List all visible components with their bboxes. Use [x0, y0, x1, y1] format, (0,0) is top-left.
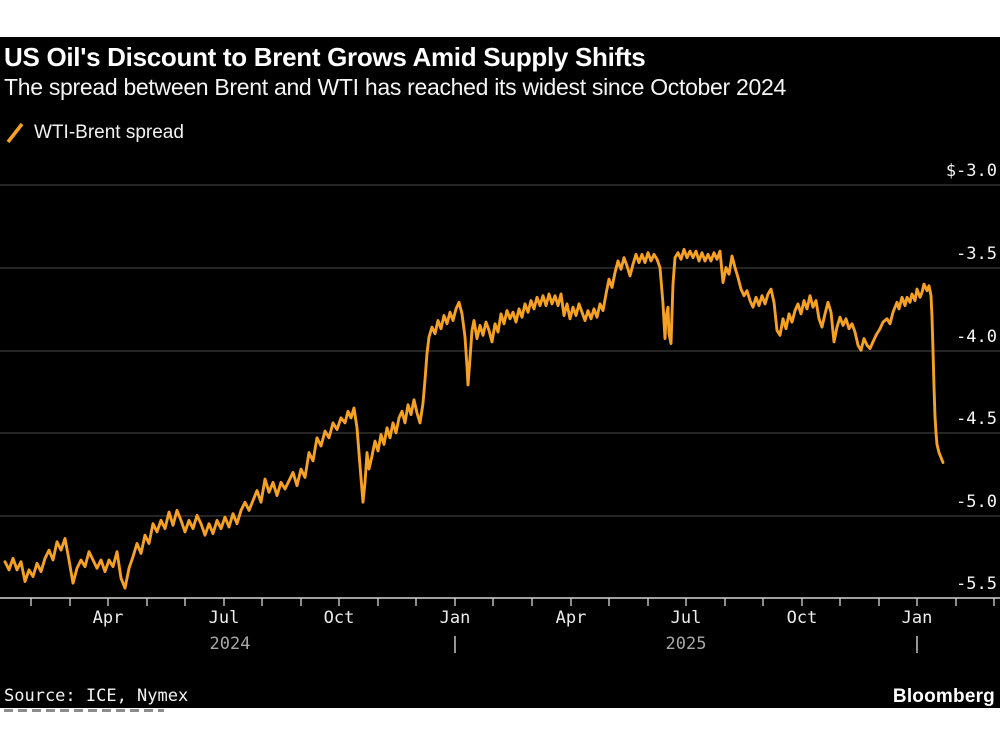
y-axis-label: $-3.0 [945, 161, 997, 181]
year-divider: | [911, 634, 923, 654]
x-axis-month-label: Oct [323, 608, 355, 628]
bloomberg-logo: Bloomberg [892, 686, 995, 707]
x-axis-month-label: Apr [92, 608, 124, 628]
year-divider: | [449, 634, 461, 654]
y-axis-label: -5.5 [956, 574, 997, 594]
legend-slash-icon [6, 122, 24, 144]
legend: WTI-Brent spread [5, 121, 184, 145]
x-axis-year-label: 2025 [665, 634, 707, 654]
x-axis-month-label: Oct [786, 608, 818, 628]
x-axis-month-label: Jul [208, 608, 240, 628]
chart-panel [0, 37, 1000, 708]
spread-line [3, 247, 945, 590]
page-title: US Oil's Discount to Brent Grows Amid Su… [4, 42, 646, 72]
cropped-text-artifact [4, 709, 164, 712]
y-axis-label: -5.0 [956, 492, 997, 512]
x-axis-month-label: Jan [901, 608, 933, 628]
y-axis-label: -3.5 [956, 244, 997, 264]
page-subtitle: The spread between Brent and WTI has rea… [4, 74, 786, 100]
x-axis-month-label: Jul [670, 608, 702, 628]
x-axis-month-label: Jan [439, 608, 471, 628]
legend-label: WTI-Brent spread [34, 122, 184, 143]
x-axis-month-label: Apr [555, 608, 587, 628]
x-axis-year-label: 2024 [209, 634, 251, 654]
y-axis-label: -4.5 [956, 409, 997, 429]
source-note: Source: ICE, Nymex [4, 686, 189, 706]
y-axis-label: -4.0 [956, 327, 997, 347]
